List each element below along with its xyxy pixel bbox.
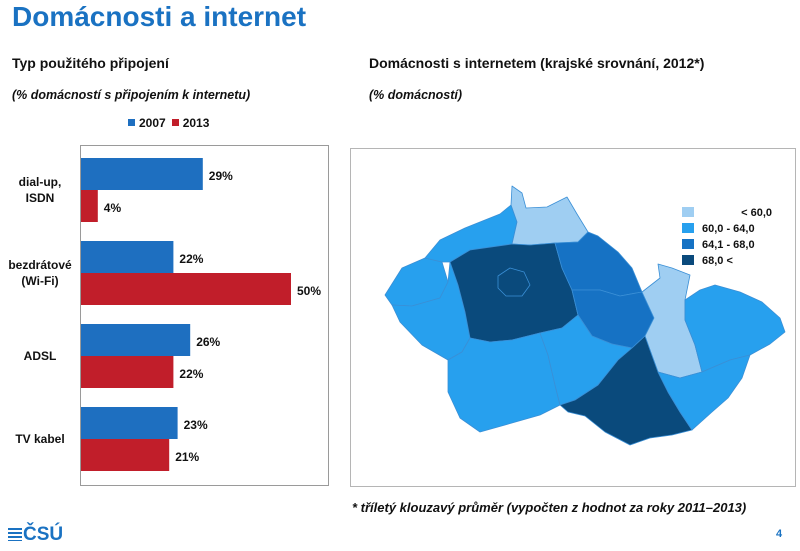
map-frame xyxy=(350,148,796,487)
legend-item-2013: 2013 xyxy=(171,116,210,130)
csu-logo: ČSÚ xyxy=(8,524,63,546)
map-legend-row: < 60,0 xyxy=(682,206,772,222)
legend-label-2013: 2013 xyxy=(182,116,210,130)
bar-2013 xyxy=(81,439,170,471)
map-region-kralovehradecky xyxy=(554,231,643,297)
map-legend-row: 68,0 < xyxy=(682,254,772,270)
bar-value-label: 29% xyxy=(209,169,233,183)
bar-2007 xyxy=(81,158,203,190)
bar-2007 xyxy=(81,241,174,273)
legend-swatch-2007 xyxy=(128,119,135,126)
right-map-subheading: (% domácností) xyxy=(369,88,463,102)
legend-swatch-2013 xyxy=(171,119,179,126)
bar-2007 xyxy=(81,324,191,356)
bar-value-label: 22% xyxy=(179,367,203,381)
category-label: ADSL xyxy=(24,349,57,363)
bar-2013 xyxy=(81,190,98,222)
legend-label-2007: 2007 xyxy=(139,116,166,130)
bar-2013 xyxy=(81,356,174,388)
category-label: bezdrátové (Wi-Fi) xyxy=(8,258,72,288)
map-legend-swatch xyxy=(682,223,694,233)
map-legend-label: < 60,0 xyxy=(741,207,772,219)
legend-item-2007: 2007 xyxy=(128,116,166,130)
bar-value-label: 22% xyxy=(179,252,203,266)
map-legend-label: 68,0 < xyxy=(702,255,733,267)
page-title: Domácnosti a internet xyxy=(12,1,307,32)
bar-value-label: 26% xyxy=(196,335,220,349)
map-legend-swatch xyxy=(682,255,694,265)
bar-value-label: 23% xyxy=(184,418,208,432)
map-legend-swatch xyxy=(682,239,694,249)
bar-2007 xyxy=(81,407,178,439)
bar-chart-frame xyxy=(80,145,329,486)
map-regions xyxy=(384,185,786,446)
map-region-zlinsky xyxy=(657,354,751,431)
footnote: * tříletý klouzavý průměr (vypočten z ho… xyxy=(352,500,747,515)
category-label: dial-up, ISDN xyxy=(19,175,62,205)
map-legend-swatch xyxy=(682,207,694,217)
map-region-praha xyxy=(497,267,531,297)
map-region-jihocesky xyxy=(447,332,561,433)
bar-value-label: 4% xyxy=(104,201,122,215)
left-chart-subheading: (% domácností s připojením k internetu) xyxy=(12,88,251,102)
map-legend-row: 64,1 - 68,0 xyxy=(682,238,772,254)
logo-text: ČSÚ xyxy=(23,524,64,545)
category-label: TV kabel xyxy=(15,432,64,446)
right-map-heading: Domácnosti s internetem (krajské srovnán… xyxy=(369,55,705,71)
map-legend-label: 60,0 - 64,0 xyxy=(702,223,755,235)
map-region-moravskoslezsky xyxy=(684,284,786,373)
chart-legend: 2007 2013 xyxy=(128,116,215,130)
bar-2013 xyxy=(81,273,291,305)
page-number: 4 xyxy=(776,528,783,540)
left-chart-heading: Typ použitého připojení xyxy=(12,55,169,71)
logo-lines-icon xyxy=(8,528,22,541)
map-legend-row: 60,0 - 64,0 xyxy=(682,222,772,238)
map-region-liberecky xyxy=(510,185,589,246)
bar-value-label: 21% xyxy=(175,450,199,464)
map-legend: < 60,0 60,0 - 64,0 64,1 - 68,0 68,0 < xyxy=(682,206,772,270)
bar-value-label: 50% xyxy=(297,284,321,298)
map-legend-label: 64,1 - 68,0 xyxy=(702,239,755,251)
